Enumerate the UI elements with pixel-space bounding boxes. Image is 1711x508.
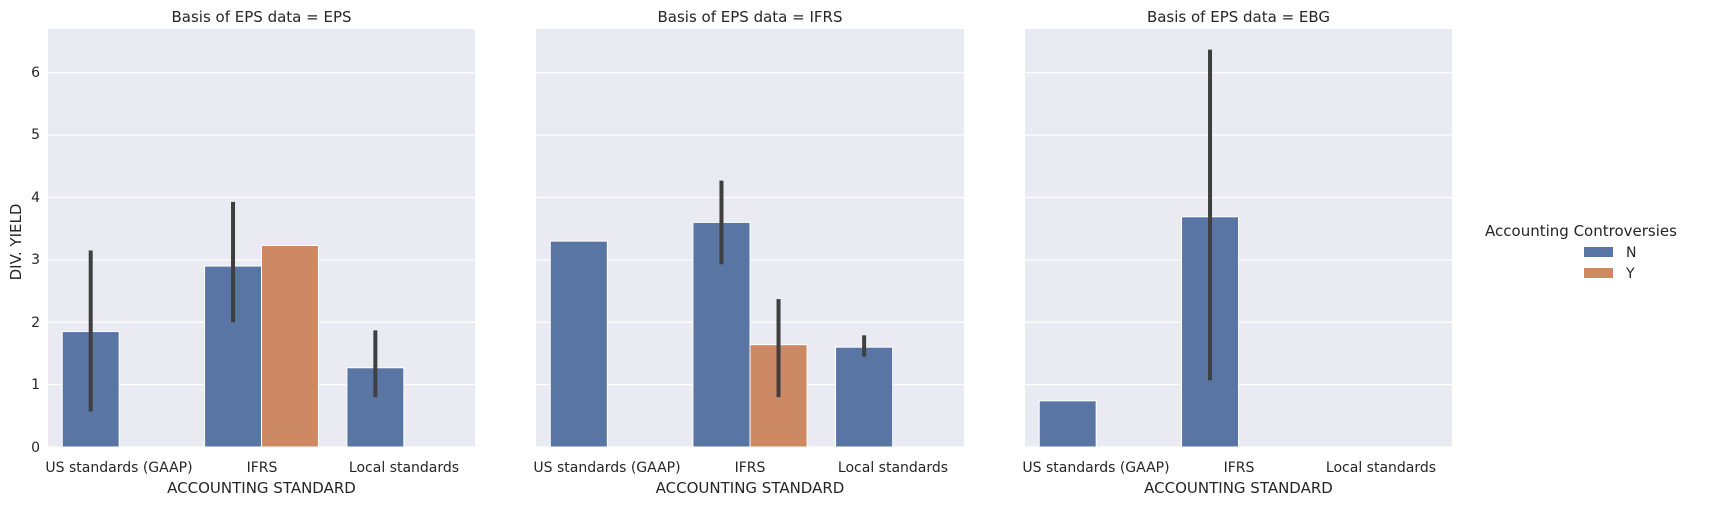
facet-ifrs: Basis of EPS data = IFRS US standards (G… [533, 8, 964, 497]
bar-ifrs-gaap-n [549, 240, 608, 448]
legend-swatch-n [1584, 247, 1613, 257]
facet-ifrs-title: Basis of EPS data = IFRS [658, 8, 843, 26]
facet-ifrs-xtick-gaap: US standards (GAAP) [533, 460, 680, 476]
y-tick-label: 6 [31, 65, 40, 81]
facet-eps-xtick-ifrs: IFRS [247, 460, 278, 476]
y-tick-label: 3 [31, 252, 40, 268]
y-tick-labels: 0 1 2 3 4 5 6 [31, 65, 40, 456]
facet-ifrs-errorbars [719, 180, 867, 398]
facet-ebg-xtick-ifrs: IFRS [1224, 460, 1255, 476]
y-tick-label: 0 [31, 440, 40, 456]
facet-ifrs-xtick-local: Local standards [838, 460, 948, 476]
facet-eps-xlabel: ACCOUNTING STANDARD [167, 479, 356, 497]
facet-ebg: Basis of EPS data = EBG US standards (GA… [1022, 8, 1452, 497]
facet-eps-title: Basis of EPS data = EPS [171, 8, 351, 26]
facet-eps-errorbars [88, 201, 378, 412]
facet-ebg-xtick-gaap: US standards (GAAP) [1022, 460, 1169, 476]
bar-ifrs-local-n [835, 346, 894, 448]
facet-ifrs-xtick-ifrs: IFRS [735, 460, 766, 476]
bar-ebg-gaap-n [1038, 400, 1097, 448]
y-tick-label: 2 [31, 315, 40, 331]
y-tick-label: 4 [31, 190, 40, 206]
bar-eps-local-n [346, 367, 405, 448]
facet-ebg-title: Basis of EPS data = EBG [1147, 8, 1330, 26]
facet-eps-xtick-gaap: US standards (GAAP) [45, 460, 192, 476]
facet-eps: Basis of EPS data = EPS US standards (GA… [45, 8, 475, 497]
legend: Accounting Controversies N Y [1485, 222, 1677, 282]
y-axis-label: DIV. YIELD [7, 204, 25, 281]
bar-eps-ifrs-y [261, 244, 319, 448]
facet-ebg-xtick-local: Local standards [1326, 460, 1436, 476]
facet-eps-xtick-local: Local standards [349, 460, 459, 476]
y-tick-label: 5 [31, 127, 40, 143]
legend-title: Accounting Controversies [1485, 222, 1677, 240]
y-tick-label: 1 [31, 377, 40, 393]
legend-label-y: Y [1625, 266, 1635, 282]
legend-label-n: N [1626, 245, 1636, 261]
legend-swatch-y [1584, 268, 1613, 278]
facet-ifrs-xlabel: ACCOUNTING STANDARD [656, 479, 845, 497]
facet-ebg-xlabel: ACCOUNTING STANDARD [1144, 479, 1333, 497]
